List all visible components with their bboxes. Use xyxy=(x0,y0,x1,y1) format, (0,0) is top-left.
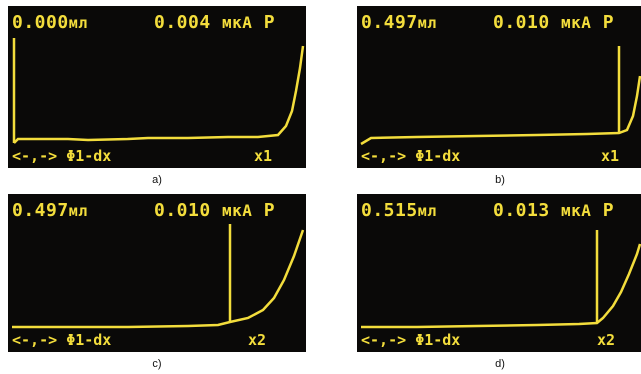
signal-trace xyxy=(13,45,305,144)
signal-trace xyxy=(360,75,641,146)
volume-value: 0.497 xyxy=(361,12,418,33)
volume-value: 0.497 xyxy=(12,200,69,221)
oled-screen-a: 0.000мл 0.004 мкА P <-,-> Φ1-dx x1 xyxy=(8,6,306,168)
oled-screen-d: 0.515мл 0.013 мкА P <-,-> Φ1-dx x2 xyxy=(357,194,641,352)
oled-screen-b: 0.497мл 0.010 мкА P <-,-> Φ1-dx x1 xyxy=(357,6,641,168)
nav-arrows: <-,-> xyxy=(12,147,58,165)
trace-plot-b xyxy=(360,46,641,146)
volume-readout: 0.497мл xyxy=(361,12,437,33)
mode-indicator: P xyxy=(602,200,615,221)
mode-indicator: P xyxy=(263,200,276,221)
nav-hint: <-,-> Φ1-dx xyxy=(361,147,460,165)
volume-unit: мл xyxy=(417,202,437,220)
signal-trace xyxy=(361,243,641,329)
volume-readout: 0.000мл xyxy=(12,12,88,33)
scale-label: x2 xyxy=(248,331,267,349)
nav-arrows: <-,-> xyxy=(361,331,407,349)
function-label: Φ1-dx xyxy=(66,147,112,165)
volume-readout: 0.497мл xyxy=(12,200,88,221)
volume-readout: 0.515мл xyxy=(361,200,437,221)
panel-c: 0.497мл 0.010 мкА P <-,-> Φ1-dx x2 c) xyxy=(8,194,306,374)
current-unit: мкА xyxy=(561,201,592,220)
caption-b: b) xyxy=(495,174,505,186)
current-value: 0.004 xyxy=(154,12,211,33)
signal-trace xyxy=(12,229,305,329)
caption-c: c) xyxy=(152,358,162,370)
current-readout: 0.010 мкА P xyxy=(154,200,275,221)
panel-d: 0.515мл 0.013 мкА P <-,-> Φ1-dx x2 d) xyxy=(357,194,641,374)
function-label: Φ1-dx xyxy=(415,331,461,349)
panel-b: 0.497мл 0.010 мкА P <-,-> Φ1-dx x1 b) xyxy=(357,6,641,188)
current-readout: 0.013 мкА P xyxy=(493,200,614,221)
current-readout: 0.004 мкА P xyxy=(154,12,275,33)
volume-unit: мл xyxy=(68,202,88,220)
current-unit: мкА xyxy=(561,13,592,32)
caption-d: d) xyxy=(495,358,505,370)
function-label: Φ1-dx xyxy=(415,147,461,165)
current-value: 0.010 xyxy=(154,200,211,221)
mode-indicator: P xyxy=(263,12,276,33)
oled-screen-c: 0.497мл 0.010 мкА P <-,-> Φ1-dx x2 xyxy=(8,194,306,352)
nav-arrows: <-,-> xyxy=(361,147,407,165)
volume-unit: мл xyxy=(417,14,437,32)
scale-label: x1 xyxy=(254,147,273,165)
current-unit: мкА xyxy=(222,13,253,32)
scale-label: x2 xyxy=(597,331,616,349)
nav-hint: <-,-> Φ1-dx xyxy=(12,147,111,165)
function-label: Φ1-dx xyxy=(66,331,112,349)
panel-a: 0.000мл 0.004 мкА P <-,-> Φ1-dx x1 a) xyxy=(8,6,306,188)
current-value: 0.010 xyxy=(493,12,550,33)
volume-unit: мл xyxy=(68,14,88,32)
volume-value: 0.515 xyxy=(361,200,418,221)
current-unit: мкА xyxy=(222,201,253,220)
trace-plot-d xyxy=(361,230,641,329)
nav-arrows: <-,-> xyxy=(12,331,58,349)
nav-hint: <-,-> Φ1-dx xyxy=(361,331,460,349)
trace-plot-c xyxy=(12,224,305,329)
current-readout: 0.010 мкА P xyxy=(493,12,614,33)
trace-plot-a xyxy=(12,38,305,144)
current-value: 0.013 xyxy=(493,200,550,221)
volume-value: 0.000 xyxy=(12,12,69,33)
caption-a: a) xyxy=(152,174,162,186)
nav-hint: <-,-> Φ1-dx xyxy=(12,331,111,349)
scale-label: x1 xyxy=(601,147,620,165)
mode-indicator: P xyxy=(602,12,615,33)
